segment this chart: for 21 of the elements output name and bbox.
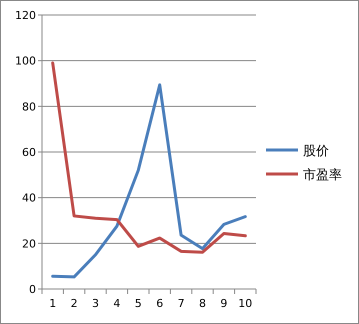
legend-label: 股价 bbox=[303, 144, 329, 159]
y-tick-label: 60 bbox=[22, 146, 36, 159]
y-tick-label: 80 bbox=[22, 100, 36, 114]
x-tick-label: 2 bbox=[70, 297, 78, 310]
x-tick-label: 8 bbox=[199, 297, 206, 310]
x-tick-label: 7 bbox=[178, 297, 185, 310]
x-tick-label: 4 bbox=[113, 297, 120, 310]
x-tick-label: 1 bbox=[49, 297, 56, 310]
x-tick-label: 10 bbox=[238, 297, 252, 310]
y-tick-label: 100 bbox=[15, 54, 36, 68]
x-tick-label: 5 bbox=[134, 297, 142, 310]
y-tick-label: 40 bbox=[22, 192, 36, 205]
line-series bbox=[51, 61, 247, 254]
x-tick-label: 6 bbox=[156, 297, 164, 310]
x-tick-label: 9 bbox=[220, 297, 228, 310]
line-series bbox=[51, 83, 247, 278]
x-tick-label: 3 bbox=[92, 297, 99, 310]
y-tick-label: 120 bbox=[15, 9, 36, 22]
legend-label: 市盈率 bbox=[303, 167, 342, 183]
y-tick-label: 0 bbox=[29, 283, 36, 296]
y-tick-label: 20 bbox=[22, 237, 36, 250]
